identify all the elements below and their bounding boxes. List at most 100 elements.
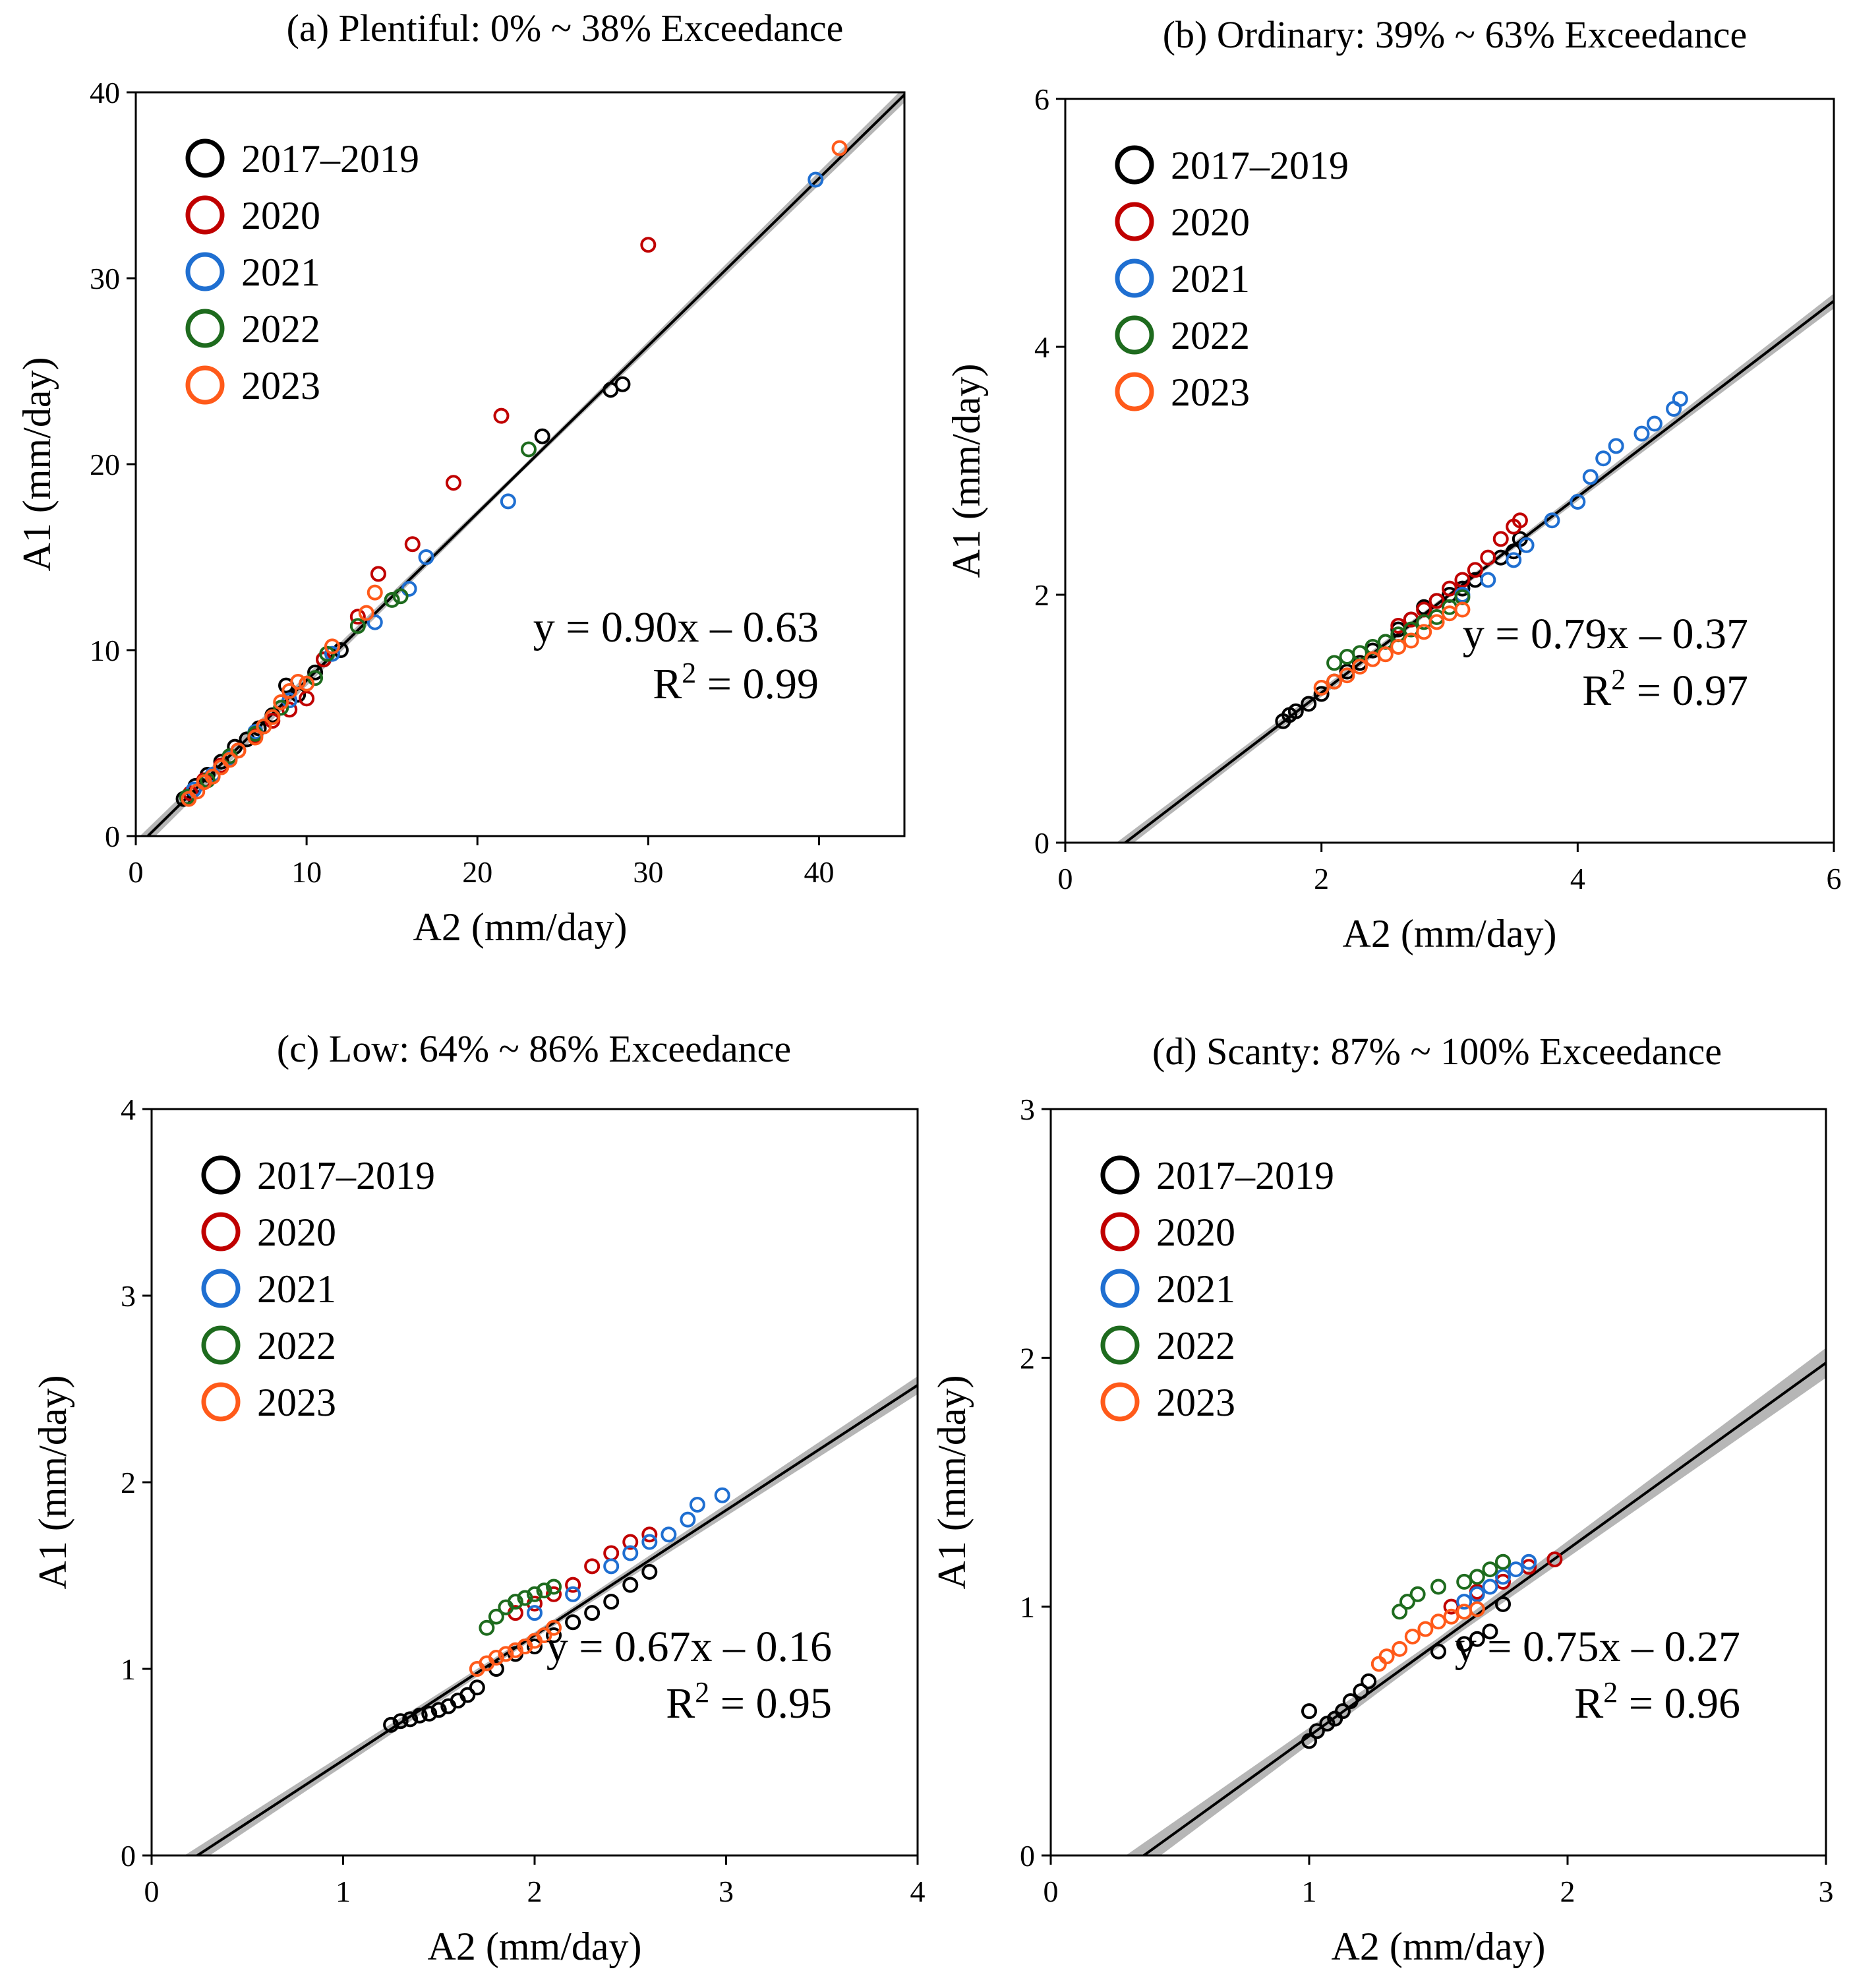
data-point-2020	[349, 609, 366, 625]
y-tick-label: 30	[90, 262, 120, 295]
legend-label: 2017–2019	[241, 137, 419, 181]
data-point-2022	[1469, 1569, 1485, 1585]
data-point-2022	[384, 591, 400, 608]
data-point-2017-2019	[1353, 1683, 1369, 1699]
legend-label: 2023	[257, 1381, 336, 1424]
data-point-2017-2019	[1361, 1673, 1377, 1689]
data-point-2023	[1370, 1656, 1387, 1672]
r-squared: R2 = 0.97	[1582, 663, 1748, 715]
data-point-2020	[1512, 512, 1528, 529]
data-point-2021	[1582, 469, 1599, 485]
data-point-2017-2019	[1301, 696, 1317, 712]
r-squared-label: R	[666, 1679, 695, 1728]
data-point-2021	[324, 646, 340, 662]
legend-marker-2020	[201, 1212, 241, 1251]
data-point-2021	[661, 1526, 677, 1543]
data-point-2021	[1633, 425, 1650, 442]
data-point-2017-2019	[1313, 686, 1330, 702]
data-point-2022	[392, 588, 409, 605]
data-point-2017-2019	[565, 1614, 581, 1631]
legend-marker-2021	[201, 1269, 241, 1308]
data-point-2021	[808, 171, 824, 188]
x-tick-label: 40	[804, 855, 834, 889]
data-point-2022	[517, 1590, 533, 1606]
data-point-2021	[1608, 438, 1624, 454]
r-squared-value: = 0.97	[1626, 667, 1748, 715]
data-point-2023	[230, 742, 247, 759]
y-tick-label: 20	[90, 448, 120, 481]
data-point-2023	[1339, 667, 1355, 684]
data-point-2023	[1377, 646, 1394, 663]
x-tick-label: 1	[336, 1875, 351, 1908]
data-point-2017-2019	[332, 642, 349, 658]
data-point-2017-2019	[430, 1702, 447, 1718]
regression-equation: y = 0.90x – 0.63	[533, 603, 819, 651]
data-point-2020	[370, 566, 386, 582]
data-point-2023	[1378, 1648, 1395, 1665]
x-axis-label: A2 (mm/day)	[1332, 1925, 1546, 1968]
legend-marker-2023	[201, 1382, 241, 1422]
data-point-2023	[1416, 624, 1432, 640]
y-axis-label: A1 (mm/day)	[31, 1375, 74, 1590]
data-point-2023	[546, 1619, 562, 1636]
data-point-2023	[264, 709, 281, 725]
y-axis-label: A1 (mm/day)	[930, 1375, 974, 1590]
legend-label: 2017–2019	[257, 1154, 435, 1197]
legend-label: 2022	[1171, 314, 1250, 357]
legend-marker-2020	[1100, 1212, 1140, 1251]
panel-title: (c) Low: 64% ~ 86% Exceedance	[277, 1027, 791, 1070]
data-point-2021	[1521, 1553, 1537, 1570]
legend-label: 2022	[257, 1324, 336, 1368]
data-point-2017-2019	[1309, 1723, 1325, 1739]
r-squared-exponent: 2	[1603, 1676, 1618, 1708]
data-point-2017-2019	[1301, 1733, 1317, 1749]
legend-marker-2017-2019	[1115, 145, 1154, 185]
data-point-2023	[358, 605, 374, 621]
data-point-2021	[1646, 415, 1662, 432]
y-tick-label: 0	[1034, 826, 1049, 860]
data-point-2017-2019	[1301, 1703, 1317, 1720]
x-tick-label: 20	[462, 855, 492, 889]
x-tick-label: 2	[1560, 1875, 1575, 1908]
data-point-2017-2019	[622, 1577, 639, 1593]
data-point-2023	[290, 673, 307, 690]
regression-equation: y = 0.79x – 0.37	[1463, 610, 1748, 658]
plot-frame	[1049, 1108, 1827, 1857]
data-point-2020	[584, 1558, 601, 1575]
data-point-2021	[1469, 1586, 1485, 1602]
panel-d: (d) Scanty: 87% ~ 100% Exceedance 0 1 2 3 0 1 2…	[930, 1030, 1834, 1968]
x-tick-label: 3	[719, 1875, 734, 1908]
data-point-2020	[1480, 549, 1496, 566]
y-tick-label: 3	[121, 1279, 136, 1313]
data-point-2023	[1454, 601, 1471, 618]
regression-equation: y = 0.75x – 0.27	[1455, 1623, 1740, 1671]
r-squared-label: R	[653, 660, 682, 708]
data-point-2021	[1595, 450, 1612, 467]
legend-marker-2022	[185, 309, 225, 348]
data-point-2021	[1508, 1561, 1524, 1578]
y-tick-label: 1	[121, 1652, 136, 1686]
legend-label: 2020	[1156, 1211, 1235, 1254]
r-squared-label: R	[1574, 1679, 1603, 1728]
data-point-2023	[536, 1627, 552, 1644]
data-point-2023	[1443, 1608, 1459, 1625]
data-point-2017-2019	[459, 1687, 476, 1703]
y-tick-label: 4	[1034, 330, 1049, 364]
x-tick-label: 4	[910, 1875, 926, 1908]
legend-marker-2023	[1115, 372, 1154, 411]
data-point-2021	[1570, 494, 1586, 510]
data-point-2017-2019	[534, 428, 550, 444]
data-point-2021	[418, 549, 434, 565]
data-point-2023	[324, 638, 340, 655]
data-point-2023	[299, 675, 315, 692]
data-point-2022	[1495, 1553, 1511, 1570]
x-tick-label: 6	[1827, 862, 1842, 895]
data-point-2023	[221, 752, 238, 768]
data-point-2021	[500, 493, 516, 510]
y-tick-label: 3	[1020, 1093, 1035, 1126]
y-tick-label: 6	[1034, 82, 1049, 116]
panel-title: (a) Plentiful: 0% ~ 38% Exceedance	[287, 7, 844, 49]
x-tick-label: 2	[1314, 862, 1329, 895]
data-point-2020	[546, 1586, 562, 1602]
